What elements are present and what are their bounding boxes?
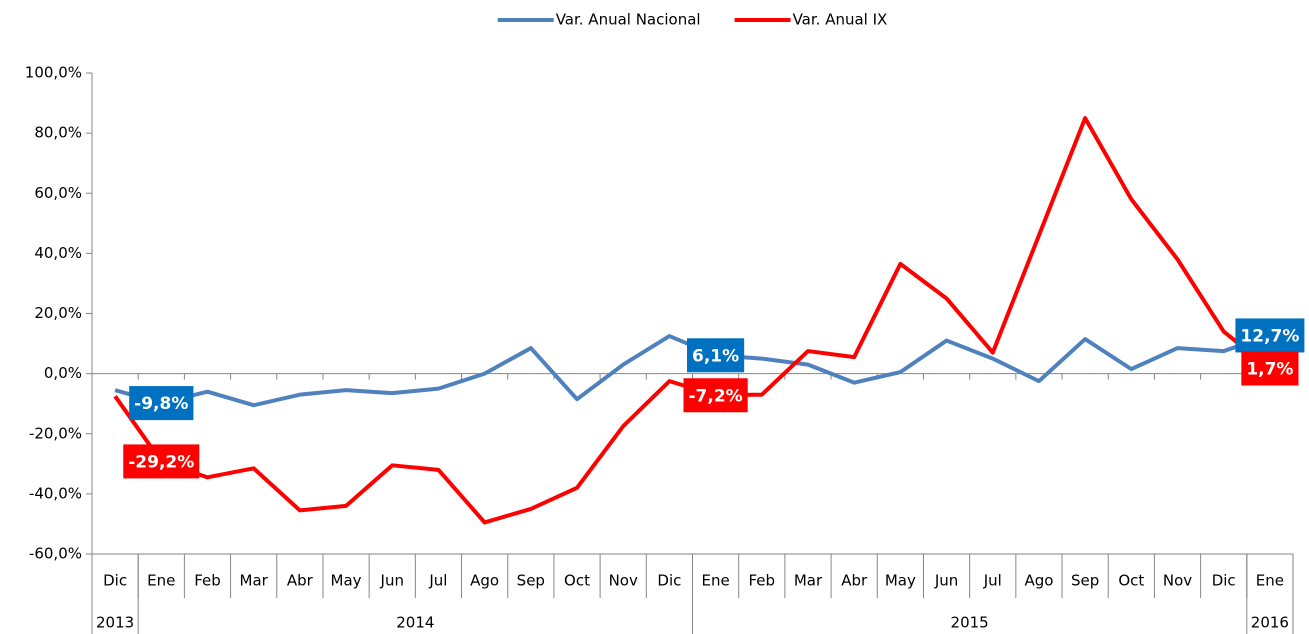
year-label: 2016 bbox=[1251, 614, 1289, 632]
year-label: 2015 bbox=[951, 614, 989, 632]
data-label-box bbox=[687, 338, 745, 373]
x-tick-label: Abr bbox=[841, 572, 868, 590]
x-tick-label: Ago bbox=[1024, 572, 1053, 590]
data-label-box bbox=[129, 386, 194, 421]
x-tick-label: Jul bbox=[983, 572, 1002, 590]
x-tick-label: Jul bbox=[428, 572, 447, 590]
data-label: 12,7% bbox=[1240, 326, 1299, 346]
x-tick-label: Dic bbox=[103, 572, 127, 590]
year-label: 2013 bbox=[96, 614, 134, 632]
y-tick-label: 60,0% bbox=[34, 184, 82, 202]
y-tick-label: -20,0% bbox=[29, 424, 82, 442]
x-tick-label: Sep bbox=[517, 572, 545, 590]
data-label: -7,2% bbox=[688, 386, 742, 406]
x-tick-label: Mar bbox=[794, 572, 823, 590]
data-label: -29,2% bbox=[128, 452, 194, 472]
x-tick-label: Ene bbox=[701, 572, 729, 590]
data-label-box bbox=[683, 378, 748, 413]
x-tick-label: Oct bbox=[564, 572, 590, 590]
data-label: 6,1% bbox=[692, 346, 739, 366]
x-tick-label: Ago bbox=[470, 572, 499, 590]
x-tick-label: Abr bbox=[287, 572, 314, 590]
y-tick-label: 100,0% bbox=[25, 64, 82, 82]
x-tick-label: Oct bbox=[1118, 572, 1144, 590]
legend-label: Var. Anual Nacional bbox=[556, 11, 701, 29]
y-tick-label: -60,0% bbox=[29, 545, 82, 563]
x-tick-label: Jun bbox=[380, 572, 404, 590]
x-tick-label: Dic bbox=[1212, 572, 1236, 590]
x-tick-label: Ene bbox=[1256, 572, 1284, 590]
legend: Var. Anual Nacional Var. Anual IX bbox=[497, 11, 888, 29]
x-tick-label: Dic bbox=[657, 572, 681, 590]
data-label: -9,8% bbox=[134, 394, 188, 414]
legend-label: Var. Anual IX bbox=[793, 11, 888, 29]
x-tick-label: Feb bbox=[194, 572, 221, 590]
y-tick-label: 40,0% bbox=[34, 244, 82, 262]
data-label-box bbox=[123, 444, 200, 479]
x-tick-label: Nov bbox=[609, 572, 638, 590]
x-tick-label: Feb bbox=[749, 572, 776, 590]
data-label-box bbox=[1235, 318, 1305, 353]
y-tick-label: 20,0% bbox=[34, 304, 82, 322]
x-tick-label: Ene bbox=[147, 572, 175, 590]
y-tick-label: -40,0% bbox=[29, 484, 82, 502]
y-tick-label: 80,0% bbox=[34, 124, 82, 142]
x-tick-label: May bbox=[331, 572, 362, 590]
x-tick-label: May bbox=[885, 572, 916, 590]
x-tick-label: Mar bbox=[240, 572, 269, 590]
data-label-box bbox=[1241, 351, 1299, 386]
x-tick-label: Sep bbox=[1071, 572, 1099, 590]
x-tick-label: Nov bbox=[1163, 572, 1192, 590]
year-label: 2014 bbox=[396, 614, 434, 632]
series-line bbox=[113, 116, 1272, 525]
x-tick-label: Jun bbox=[934, 572, 958, 590]
y-tick-label: 0,0% bbox=[44, 364, 82, 382]
data-label: 1,7% bbox=[1246, 360, 1293, 380]
